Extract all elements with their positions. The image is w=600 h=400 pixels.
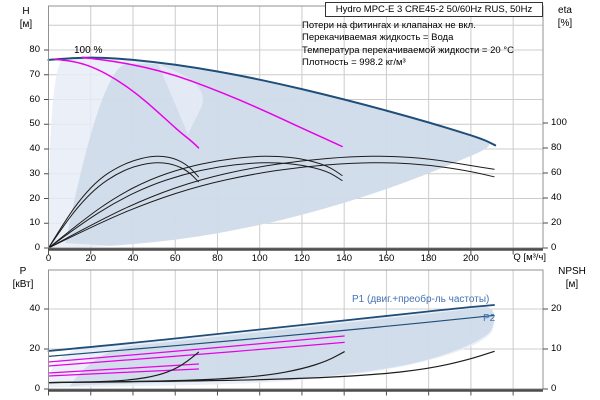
- max-speed-curve-1-pump: [54, 58, 200, 149]
- tick-label: 0: [551, 242, 557, 253]
- tick-label: 20: [551, 303, 562, 314]
- tick-label: 10: [29, 217, 40, 229]
- P2-curve-3-pumps: [47, 314, 495, 357]
- tick-label: 80: [551, 142, 562, 153]
- tick-label: 20: [85, 253, 97, 264]
- NPSH-curve-3-pumps: [47, 350, 495, 384]
- P-curve-2-pumps-a: [47, 335, 345, 363]
- tick-label: 40: [29, 143, 40, 154]
- eta-axis-title-symbol: eta: [558, 5, 572, 16]
- npsh-axis-title-unit: [м]: [565, 279, 579, 290]
- speed-100pct-label: 100 %: [74, 45, 103, 56]
- tick-label: 20: [551, 217, 562, 228]
- eta-curve-2-pumps-b: [48, 162, 343, 249]
- max-speed-curve-3-pumps-100pct: [47, 56, 497, 147]
- tick-label: 10: [551, 343, 562, 354]
- tick-label: 40: [127, 253, 139, 264]
- npsh-axis-title-symbol: NPSH: [558, 266, 586, 277]
- tick-label: 180: [420, 253, 437, 264]
- h-axis-title-unit: [м]: [19, 19, 33, 30]
- tick-label: 100: [551, 117, 567, 128]
- eta-curve-2-pumps-a: [48, 155, 343, 249]
- operating-envelope-dark: [65, 63, 490, 246]
- P1-curve-3-pumps: [47, 304, 495, 352]
- p2-curve-label: P2: [483, 313, 496, 324]
- tick-label: 60: [551, 167, 562, 178]
- p1-curve-label: P1 (двиг.+преобр-ль частоты): [352, 294, 490, 305]
- tick-label: 0: [34, 242, 40, 253]
- q-axis-title: Q [м³/ч]: [513, 252, 546, 263]
- tick-label: 140: [336, 253, 353, 264]
- P-curve-1-pump-b: [47, 368, 200, 377]
- tick-label: 200: [462, 253, 479, 264]
- h-axis-title: H [м]: [14, 5, 38, 31]
- tick-label: 30: [29, 167, 40, 179]
- max-speed-curve-2-pumps: [81, 56, 343, 148]
- tick-label: 0: [45, 253, 52, 264]
- tick-label: 60: [169, 253, 181, 264]
- p-axis-title-symbol: P: [19, 266, 27, 277]
- tick-label: 80: [212, 253, 223, 264]
- eta-curve-1-pump-a: [48, 155, 199, 249]
- NPSH-curve-1-pump: [47, 351, 200, 384]
- tick-label: 0: [551, 383, 557, 394]
- eta-curve-1-pump-b: [48, 162, 199, 249]
- h-axis-title-symbol: H: [22, 6, 30, 17]
- tick-label: 160: [378, 253, 395, 264]
- chart-info-text: Потери на фитингах и клапанах не вкл. Пе…: [302, 20, 514, 69]
- tick-label: 60: [29, 93, 40, 105]
- info-line-losses: Потери на фитингах и клапанах не вкл.: [302, 20, 476, 31]
- tick-label: 20: [29, 192, 40, 204]
- eta-axis-title-unit: [%]: [557, 18, 573, 29]
- info-line-density: Плотность = 998.2 кг/м³: [302, 56, 406, 68]
- tick-label: 20: [29, 343, 40, 354]
- tick-label: 40: [29, 303, 40, 314]
- tick-label: 50: [29, 118, 40, 130]
- P-curve-1-pump-a: [47, 363, 200, 374]
- P-curve-2-pumps-b: [47, 341, 345, 367]
- eta-curve-3-pumps-a: [48, 155, 495, 249]
- eta-axis-title: eta [%]: [550, 4, 580, 30]
- eta-curve-3-pumps-b: [48, 162, 495, 249]
- tick-label: 70: [29, 68, 40, 80]
- tick-label: 120: [294, 253, 310, 264]
- info-line-temperature: Температура перекачиваемой жидкости = 20…: [302, 44, 514, 56]
- tick-label: 40: [551, 192, 562, 203]
- p-axis-title-unit: [кВт]: [12, 279, 34, 290]
- npsh-axis-title: NPSH [м]: [548, 265, 596, 291]
- power-envelope-dark: [69, 307, 495, 387]
- tick-label: 80: [29, 44, 40, 55]
- info-line-liquid: Перекачиваемая жидкость = Вода: [302, 32, 454, 44]
- tick-label: 0: [34, 383, 40, 394]
- chart-title: Hydro MPC-E 3 CRE45-2 50/60Hz RUS, 50Hz: [325, 2, 543, 17]
- p-axis-title: P [кВт]: [6, 265, 40, 291]
- tick-label: 100: [251, 253, 268, 264]
